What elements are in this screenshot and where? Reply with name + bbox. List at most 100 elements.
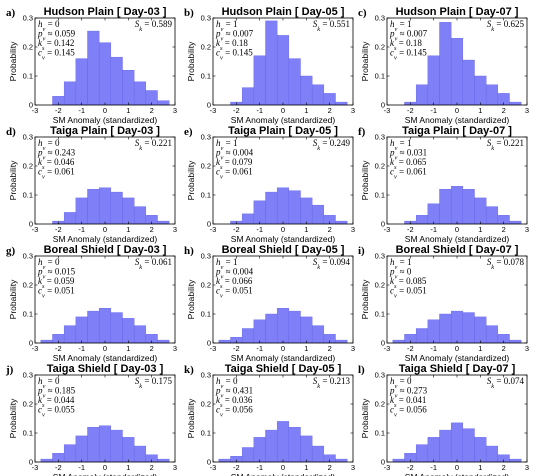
y-tick-label: 0 <box>381 339 385 348</box>
y-tick-label: 0.3 <box>375 133 385 142</box>
y-tick-label: 0.1 <box>201 429 211 438</box>
skewness-value: Sk = 0.625 <box>487 19 525 33</box>
x-tick-label: 1 <box>304 344 308 353</box>
skewness-value: Sk = 0.074 <box>487 376 525 390</box>
histogram-bar <box>241 213 255 225</box>
y-tick-label: 0.1 <box>201 191 211 200</box>
x-tick-label: -2 <box>407 463 414 472</box>
histogram-bar <box>427 437 440 463</box>
panel-letter: g) <box>6 245 16 257</box>
y-tick-label: 0 <box>381 458 385 467</box>
y-tick-label: 0.2 <box>375 43 385 52</box>
x-tick-label: -3 <box>384 106 391 115</box>
histogram-bar <box>300 75 313 106</box>
x-tick-label: 0 <box>281 225 285 234</box>
y-tick-label: 0.2 <box>23 162 33 171</box>
y-tick-label: 0.2 <box>375 281 385 290</box>
y-tick-label: 0 <box>29 220 33 229</box>
x-axis-label: SM Anomaly (standardized) <box>53 234 158 244</box>
x-tick-label: -2 <box>233 463 240 472</box>
histogram-bar <box>300 316 313 344</box>
y-tick-label: 0 <box>381 101 385 110</box>
histogram-bar <box>253 319 266 344</box>
stat-line: pv ≈ 0.007 <box>389 29 428 43</box>
stat-line: cv = 0.061 <box>38 167 75 181</box>
x-tick-label: 3 <box>173 106 177 115</box>
y-tick-label: 0.3 <box>201 14 211 23</box>
skewness-value: Sk = 0.249 <box>313 138 351 152</box>
histogram-bar <box>133 445 147 463</box>
x-tick-label: 0 <box>103 106 107 115</box>
y-tick-label: 0.2 <box>201 162 211 171</box>
panel-title: Hudson Plain [ Day-03 ] <box>44 6 167 18</box>
x-tick-label: 3 <box>173 225 177 234</box>
stat-line: pv ≈ 0.004 <box>215 148 254 162</box>
y-tick-label: 0.1 <box>201 310 211 319</box>
x-axis-label: SM Anomaly (standardized) <box>405 472 510 476</box>
stat-line: hv = 0 <box>390 376 412 390</box>
panel-h: -3 -2 -1 0 1 2 3 0 0.1 0.2 0.3 SM Anomaly (standard… <box>184 244 355 363</box>
x-tick-label: -2 <box>55 225 62 234</box>
histogram-bar <box>300 197 313 225</box>
histogram-bar <box>276 421 290 463</box>
histogram-bar <box>439 22 452 106</box>
x-axis-label: SM Anomaly (standardized) <box>405 115 510 125</box>
histogram-bar <box>288 310 301 344</box>
x-axis-label: SM Anomaly (standardized) <box>231 115 336 125</box>
histogram-bar <box>335 458 348 463</box>
x-tick-label: 3 <box>525 225 529 234</box>
y-tick-label: 0.2 <box>23 281 33 290</box>
histogram-bar <box>87 188 100 225</box>
x-axis-label: SM Anomaly (standardized) <box>405 353 510 363</box>
x-axis-label: SM Anomaly (standardized) <box>53 115 158 125</box>
histogram-bar <box>485 445 499 463</box>
stat-line: ks = 0.085 <box>390 276 427 290</box>
skewness-value: Sk = 0.078 <box>487 257 525 271</box>
histogram-bar <box>241 328 255 344</box>
x-tick-label: 0 <box>103 463 107 472</box>
stat-line: ks = 0.044 <box>38 395 75 409</box>
histogram-bar <box>265 429 278 463</box>
x-tick-label: 0 <box>103 344 107 353</box>
histogram-bar <box>122 197 135 225</box>
histogram-bar <box>300 435 313 463</box>
x-tick-label: -3 <box>210 106 217 115</box>
x-tick-label: -2 <box>233 344 240 353</box>
histogram-bar <box>509 101 522 106</box>
x-tick-label: 1 <box>304 463 308 472</box>
stat-line: ks = 0.142 <box>38 38 74 52</box>
stat-line: cv = 0.145 <box>216 48 253 62</box>
y-tick-label: 0.2 <box>375 400 385 409</box>
x-tick-label: 2 <box>502 225 506 234</box>
x-tick-label: 0 <box>455 463 459 472</box>
histogram-bar <box>474 197 487 225</box>
x-tick-label: -1 <box>430 463 437 472</box>
x-tick-label: -2 <box>407 225 414 234</box>
panel-letter: e) <box>184 126 193 138</box>
histogram-bar <box>98 42 112 106</box>
y-tick-label: 0 <box>207 220 211 229</box>
histogram-bar <box>311 204 325 225</box>
stat-line: hv = 1 <box>390 138 411 152</box>
histogram-bar <box>311 84 325 106</box>
histogram-bar <box>75 197 88 225</box>
x-tick-label: 3 <box>525 463 529 472</box>
stat-line: pv ≈ 0.031 <box>389 148 427 162</box>
stat-line: ks = 0.079 <box>216 157 253 171</box>
y-tick-label: 0.1 <box>23 72 33 81</box>
x-tick-label: 2 <box>328 463 332 472</box>
x-tick-label: 1 <box>126 463 130 472</box>
y-axis-label: Probability <box>186 160 196 200</box>
panel-l: -3 -2 -1 0 1 2 3 0 0.1 0.2 0.3 SM Anomaly (standard… <box>358 363 529 476</box>
x-tick-label: -3 <box>384 225 391 234</box>
x-tick-label: 0 <box>455 106 459 115</box>
stat-line: cv = 0.055 <box>38 405 75 419</box>
y-tick-label: 0 <box>207 458 211 467</box>
panel-title: Taiga Plain [ Day-03 ] <box>50 125 160 137</box>
panel-letter: b) <box>184 7 194 19</box>
stat-line: hv = 0 <box>216 376 238 390</box>
histogram-bar <box>462 59 475 106</box>
histogram-bar <box>87 30 100 106</box>
x-tick-label: -1 <box>256 463 263 472</box>
histogram-bar <box>75 435 88 463</box>
